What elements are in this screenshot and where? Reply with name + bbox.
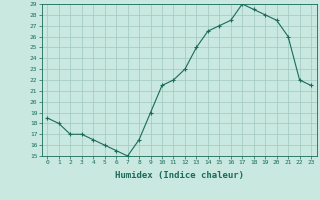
X-axis label: Humidex (Indice chaleur): Humidex (Indice chaleur) (115, 171, 244, 180)
